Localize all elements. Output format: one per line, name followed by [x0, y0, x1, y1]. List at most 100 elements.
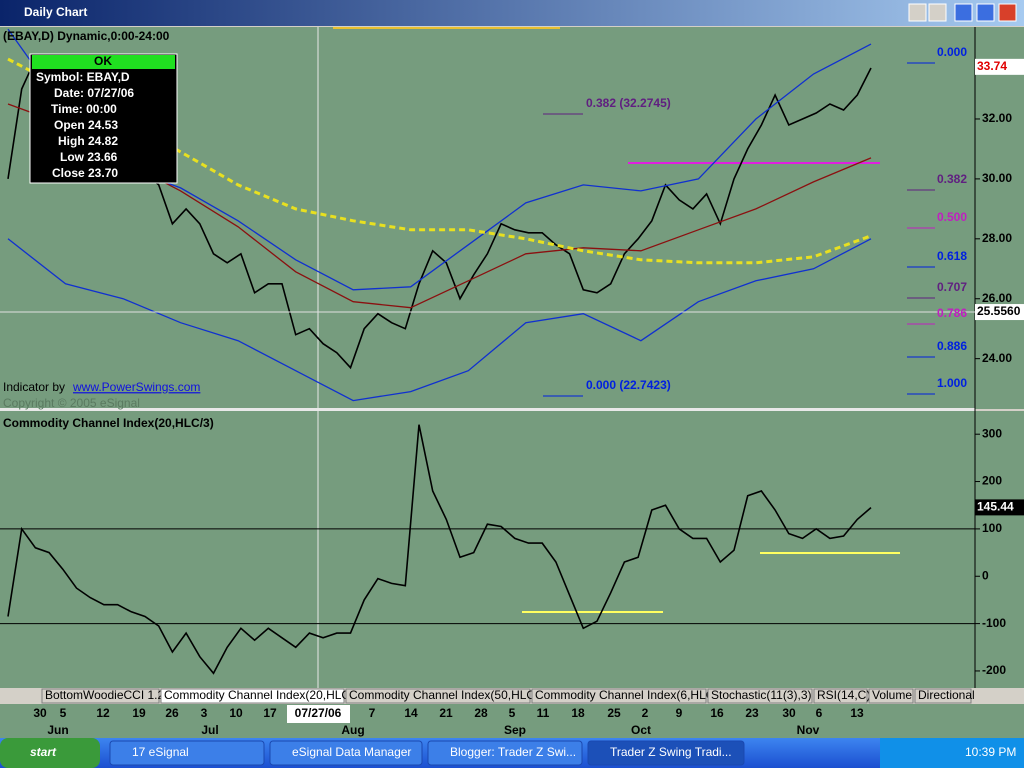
month-label: Jul: [201, 723, 218, 737]
credit: Indicator by: [3, 380, 65, 394]
info-ok-label: OK: [94, 54, 112, 68]
tab[interactable]: [160, 688, 345, 704]
window-controls[interactable]: [908, 3, 1017, 22]
tab-label: Directional: [918, 688, 975, 702]
info-line: Close 23.70: [52, 166, 118, 180]
y-tick-label: -100: [982, 616, 1006, 630]
info-box: [29, 53, 178, 184]
tab[interactable]: [813, 688, 868, 704]
fib-note: 0.382 (32.2745): [586, 96, 671, 110]
info-line: Low 23.66: [60, 150, 118, 164]
task-button-label: 17 eSignal: [132, 745, 189, 759]
cursor-price: 25.5560: [977, 304, 1021, 318]
tab[interactable]: [345, 688, 531, 704]
min2-btn[interactable]: [954, 3, 973, 22]
tab-label: Volume: [872, 688, 912, 702]
fib-label: 0.382: [937, 172, 967, 186]
date-label: 18: [571, 706, 585, 720]
credit-link[interactable]: www.PowerSwings.com: [72, 380, 200, 394]
y-tick-label: 24.00: [982, 351, 1012, 365]
tab-label: Commodity Channel Index(50,HLC/3): [349, 688, 549, 702]
info-line: Open 24.53: [54, 118, 118, 132]
restore-btn[interactable]: [976, 3, 995, 22]
date-label: 13: [850, 706, 864, 720]
date-cursor-box: [287, 705, 350, 723]
y-tick-label: 30.00: [982, 171, 1012, 185]
date-label: 30: [33, 706, 47, 720]
task-button-label: Blogger: Trader Z Swi...: [450, 745, 576, 759]
date-label: 16: [710, 706, 724, 720]
tab[interactable]: [41, 688, 160, 704]
date-label: 10: [229, 706, 243, 720]
date-label: 2: [642, 706, 649, 720]
y-tick-label: 300: [982, 426, 1002, 440]
date-axis: [0, 704, 1024, 738]
date-label: 5: [509, 706, 516, 720]
tab[interactable]: [707, 688, 813, 704]
fib-label: 0.707: [937, 280, 967, 294]
copyright: Copyright © 2005 eSignal: [3, 396, 140, 410]
date-label: 25: [607, 706, 621, 720]
fib-note: 0.000 (22.7423): [586, 378, 671, 392]
fib-label: 0.886: [937, 339, 967, 353]
date-label: 21: [439, 706, 453, 720]
date-label: 11: [537, 706, 550, 720]
fib-label: 0.500: [937, 210, 967, 224]
date-label: 7: [369, 706, 376, 720]
tab-label: BottomWoodieCCI 1.21: [45, 688, 171, 702]
series-line: [7, 238, 872, 402]
date-label: 5: [60, 706, 67, 720]
task-button-label: Trader Z Swing Tradi...: [610, 745, 732, 759]
tab[interactable]: [868, 688, 914, 704]
date-label: 19: [132, 706, 146, 720]
fib-label: 0.786: [937, 306, 967, 320]
tab[interactable]: [531, 688, 707, 704]
info-line: Time: 00:00: [51, 102, 117, 116]
close-btn[interactable]: [998, 3, 1017, 22]
fib-label: 1.000: [937, 376, 967, 390]
fib-label: 0.618: [937, 249, 967, 263]
date-label: 6: [816, 706, 823, 720]
info-line: Symbol: EBAY,D: [36, 70, 130, 84]
y-tick-label: 32.00: [982, 111, 1012, 125]
chart-header: (EBAY,D) Dynamic,0:00-24:00: [3, 29, 170, 43]
cursor-price-box: [975, 304, 1024, 321]
maximize-btn[interactable]: [928, 3, 947, 22]
month-label: Nov: [797, 723, 820, 737]
fib-label: 0.000: [937, 45, 967, 59]
task-button[interactable]: [427, 740, 583, 766]
date-label: 26: [165, 706, 179, 720]
last-cci: 145.44: [977, 500, 1014, 514]
y-tick-label: 200: [982, 474, 1002, 488]
cci-title: Commodity Channel Index(20,HLC/3): [3, 416, 214, 430]
date-label: 30: [782, 706, 796, 720]
y-tick-label: 100: [982, 521, 1002, 535]
info-ok[interactable]: [32, 55, 175, 69]
task-button[interactable]: [269, 740, 423, 766]
tab-label: Commodity Channel Index(20,HLC/3): [164, 688, 364, 702]
month-label: Jun: [47, 723, 68, 737]
series-line: [7, 424, 872, 675]
task-button[interactable]: [587, 740, 745, 766]
date-label: 12: [96, 706, 110, 720]
date-label: 28: [474, 706, 488, 720]
y-tick-label: 28.00: [982, 231, 1012, 245]
start-label: start: [30, 745, 57, 759]
window-title: Daily Chart: [24, 5, 87, 19]
date-label: 3: [201, 706, 208, 720]
date-label: 23: [745, 706, 759, 720]
tab[interactable]: [914, 688, 972, 704]
cci-pane: [0, 411, 1024, 688]
info-line: High 24.82: [58, 134, 118, 148]
start-button[interactable]: [0, 738, 100, 768]
tab-label: Commodity Channel Index(6,HLC/3): [535, 688, 728, 702]
task-button[interactable]: [109, 740, 265, 766]
y-tick-label: -200: [982, 663, 1006, 677]
minimize-btn[interactable]: [908, 3, 927, 22]
month-label: Aug: [341, 723, 364, 737]
tab-label: Stochastic(11(3),3): [711, 688, 811, 702]
info-line: Date: 07/27/06: [54, 86, 134, 100]
tray: [880, 738, 1024, 768]
month-label: Sep: [504, 723, 526, 737]
